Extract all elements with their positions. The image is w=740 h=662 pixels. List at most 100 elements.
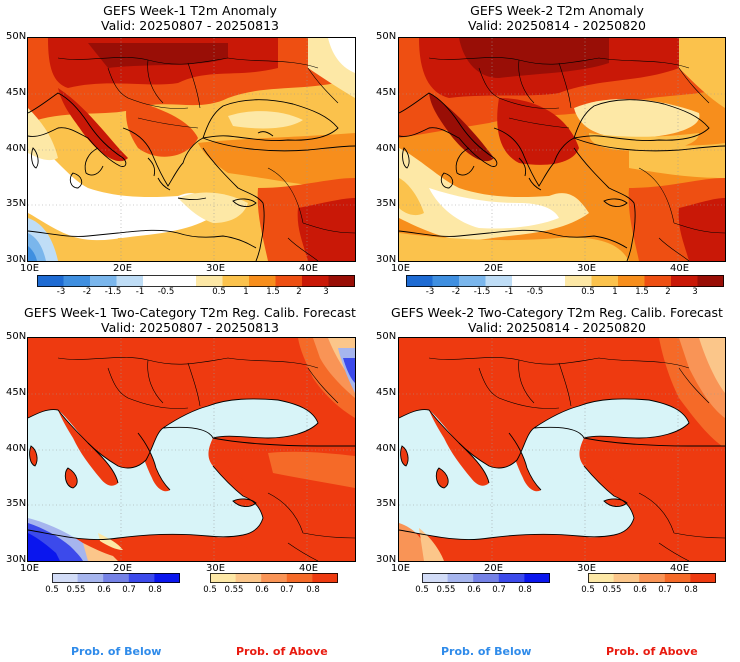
lat-label: 30N bbox=[376, 254, 397, 265]
lat-label: 50N bbox=[376, 31, 397, 42]
colorbar-tick-label: -3 bbox=[425, 287, 435, 297]
valid-dates: Valid: 20250814 - 20250820 bbox=[467, 18, 646, 33]
colorbar-swatch bbox=[618, 275, 645, 287]
colorbar-tick-label: 3 bbox=[323, 287, 329, 297]
colorbar-tick-label: 0.5 bbox=[581, 287, 595, 297]
colorbar-swatch bbox=[690, 573, 716, 583]
panel-title: GEFS Week-2 T2m Anomaly Valid: 20250814 … bbox=[372, 3, 740, 33]
panel-title: GEFS Week-1 Two-Category T2m Reg. Calib.… bbox=[5, 305, 375, 335]
lat-label: 45N bbox=[6, 87, 27, 98]
lat-label: 40N bbox=[376, 143, 397, 154]
colorbar-border bbox=[37, 275, 355, 287]
colorbar-tick-label: 2 bbox=[665, 287, 671, 297]
colorbar-tick-label: 0.5 bbox=[415, 585, 429, 595]
colorbar-border bbox=[588, 573, 716, 583]
colorbar-tick-label: -1 bbox=[504, 287, 514, 297]
lon-label: 40E bbox=[670, 263, 690, 274]
colorbar-tick-label: -2 bbox=[451, 287, 461, 297]
colorbar-tick-label: 0.8 bbox=[148, 585, 162, 595]
lon-label: 30E bbox=[206, 263, 226, 274]
colorbar-tick-label: 1.5 bbox=[266, 287, 280, 297]
colorbar-swatch bbox=[588, 573, 615, 583]
colorbar-tick-label: 0.6 bbox=[97, 585, 111, 595]
colorbar-swatch bbox=[328, 275, 355, 287]
colorbar-tick-label: -3 bbox=[56, 287, 66, 297]
colorbar-swatch bbox=[116, 275, 144, 287]
colorbar-tick-label: 3 bbox=[692, 287, 698, 297]
colorbar-swatch bbox=[286, 573, 313, 583]
below-colorbar bbox=[52, 573, 180, 583]
colorbar-swatch bbox=[524, 573, 550, 583]
colorbar-swatch bbox=[644, 275, 672, 287]
lon-label: 20E bbox=[484, 263, 504, 274]
panel-title: GEFS Week-1 T2m Anomaly Valid: 20250807 … bbox=[5, 3, 375, 33]
colorbar-swatch bbox=[664, 573, 691, 583]
colorbar-border bbox=[210, 573, 338, 583]
colorbar-swatch bbox=[591, 275, 619, 287]
colorbar-swatch bbox=[432, 275, 460, 287]
colorbar-swatch bbox=[565, 275, 592, 287]
colorbar-border bbox=[406, 275, 724, 287]
lat-label: 50N bbox=[6, 31, 27, 42]
colorbar-swatch bbox=[312, 573, 338, 583]
lat-label: 50N bbox=[6, 331, 27, 342]
colorbar-swatch bbox=[128, 573, 155, 583]
lon-label: 10E bbox=[20, 263, 40, 274]
lon-label: 30E bbox=[577, 563, 597, 574]
anomaly-map bbox=[27, 37, 356, 262]
map-title: GEFS Week-2 T2m Anomaly bbox=[470, 3, 644, 18]
lat-label: 35N bbox=[6, 198, 27, 209]
colorbar-tick-label: -1.5 bbox=[473, 287, 491, 297]
lat-label: 35N bbox=[6, 498, 27, 509]
colorbar-tick-label: 0.7 bbox=[122, 585, 136, 595]
valid-dates: Valid: 20250807 - 20250813 bbox=[100, 320, 279, 335]
colorbar-tick-label: 1.5 bbox=[635, 287, 649, 297]
colorbar-swatch bbox=[459, 275, 486, 287]
colorbar-tick-label: 0.5 bbox=[212, 287, 226, 297]
valid-dates: Valid: 20250807 - 20250813 bbox=[100, 18, 279, 33]
colorbar-swatch bbox=[63, 275, 91, 287]
colorbar-tick-label: 0.7 bbox=[492, 585, 506, 595]
colorbar-swatch bbox=[37, 275, 64, 287]
colorbar-swatch bbox=[235, 573, 262, 583]
colorbar-swatch bbox=[90, 275, 117, 287]
colorbar-tick-label: 0.6 bbox=[255, 585, 269, 595]
colorbar-tick-label: -0.5 bbox=[157, 287, 175, 297]
colorbar-swatch bbox=[154, 573, 180, 583]
colorbar-tick-label: -1.5 bbox=[104, 287, 122, 297]
colorbar-swatch bbox=[498, 573, 525, 583]
lat-label: 40N bbox=[6, 143, 27, 154]
colorbar-border bbox=[422, 573, 550, 583]
colorbar-swatch bbox=[302, 275, 329, 287]
colorbar-tick-label: 0.5 bbox=[203, 585, 217, 595]
lon-label: 20E bbox=[113, 263, 133, 274]
map-title: GEFS Week-1 Two-Category T2m Reg. Calib.… bbox=[24, 305, 356, 320]
colorbar-swatch bbox=[697, 275, 724, 287]
colorbar-tick-label: 0.8 bbox=[306, 585, 320, 595]
colorbar-swatch bbox=[613, 573, 640, 583]
lon-label: 40E bbox=[299, 563, 319, 574]
anomaly-colorbar bbox=[406, 275, 724, 287]
colorbar-swatch bbox=[512, 275, 539, 287]
colorbar-tick-label: 0.55 bbox=[602, 585, 622, 595]
colorbar-tick-label: 1 bbox=[612, 287, 618, 297]
lon-label: 20E bbox=[484, 563, 504, 574]
above-colorbar bbox=[588, 573, 716, 583]
anomaly-map bbox=[398, 37, 726, 262]
lat-label: 45N bbox=[6, 387, 27, 398]
colorbar-tick-label: 0.6 bbox=[467, 585, 481, 595]
colorbar-swatch bbox=[143, 275, 170, 287]
colorbar-swatch bbox=[249, 275, 276, 287]
lat-label: 30N bbox=[6, 554, 27, 565]
colorbar-tick-label: 2 bbox=[296, 287, 302, 297]
colorbar-tick-label: 0.7 bbox=[280, 585, 294, 595]
colorbar-tick-label: 0.7 bbox=[658, 585, 672, 595]
lat-label: 40N bbox=[6, 443, 27, 454]
lat-label: 50N bbox=[376, 331, 397, 342]
colorbar-swatch bbox=[261, 573, 288, 583]
prob-above-label: Prob. of Above bbox=[236, 645, 328, 658]
lat-label: 35N bbox=[376, 198, 397, 209]
lon-label: 40E bbox=[670, 563, 690, 574]
lon-label: 20E bbox=[113, 563, 133, 574]
colorbar-swatch bbox=[671, 275, 698, 287]
